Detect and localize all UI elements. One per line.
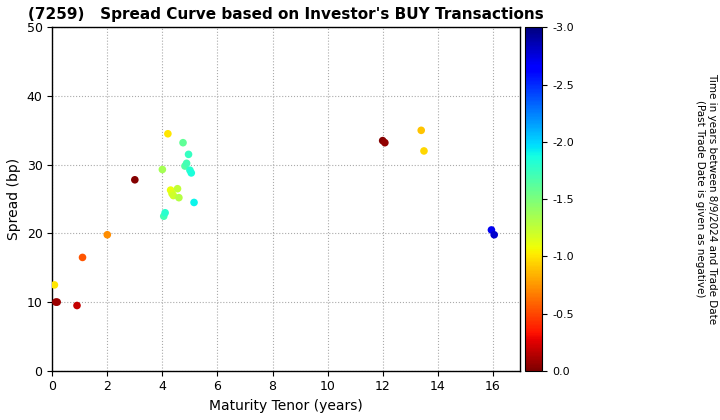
Point bbox=[168, 192, 179, 199]
Point bbox=[488, 231, 500, 238]
Point bbox=[188, 199, 199, 206]
Point bbox=[173, 194, 184, 201]
Point bbox=[379, 139, 391, 146]
Y-axis label: Spread (bp): Spread (bp) bbox=[7, 158, 21, 240]
Point bbox=[77, 254, 89, 261]
Point bbox=[181, 160, 192, 167]
Point bbox=[179, 163, 191, 169]
Point bbox=[50, 299, 62, 305]
Point bbox=[186, 170, 197, 176]
Point bbox=[172, 185, 184, 192]
Point bbox=[415, 127, 427, 134]
Point bbox=[486, 226, 498, 233]
Point bbox=[71, 302, 83, 309]
Point bbox=[158, 213, 169, 220]
Point bbox=[157, 166, 168, 173]
Point bbox=[184, 167, 196, 173]
Point bbox=[49, 281, 60, 288]
Point bbox=[102, 231, 113, 238]
Point bbox=[418, 147, 430, 154]
Point bbox=[183, 151, 194, 158]
Point bbox=[51, 299, 63, 305]
Point bbox=[177, 139, 189, 146]
Point bbox=[165, 187, 176, 194]
Point bbox=[129, 176, 140, 183]
Title: (7259)   Spread Curve based on Investor's BUY Transactions: (7259) Spread Curve based on Investor's … bbox=[28, 7, 544, 22]
X-axis label: Maturity Tenor (years): Maturity Tenor (years) bbox=[210, 399, 363, 413]
Point bbox=[377, 137, 388, 144]
Y-axis label: Time in years between 8/9/2024 and Trade Date
(Past Trade Date is given as negat: Time in years between 8/9/2024 and Trade… bbox=[695, 74, 716, 325]
Point bbox=[162, 130, 174, 137]
Point bbox=[159, 210, 171, 216]
Point bbox=[166, 190, 178, 197]
